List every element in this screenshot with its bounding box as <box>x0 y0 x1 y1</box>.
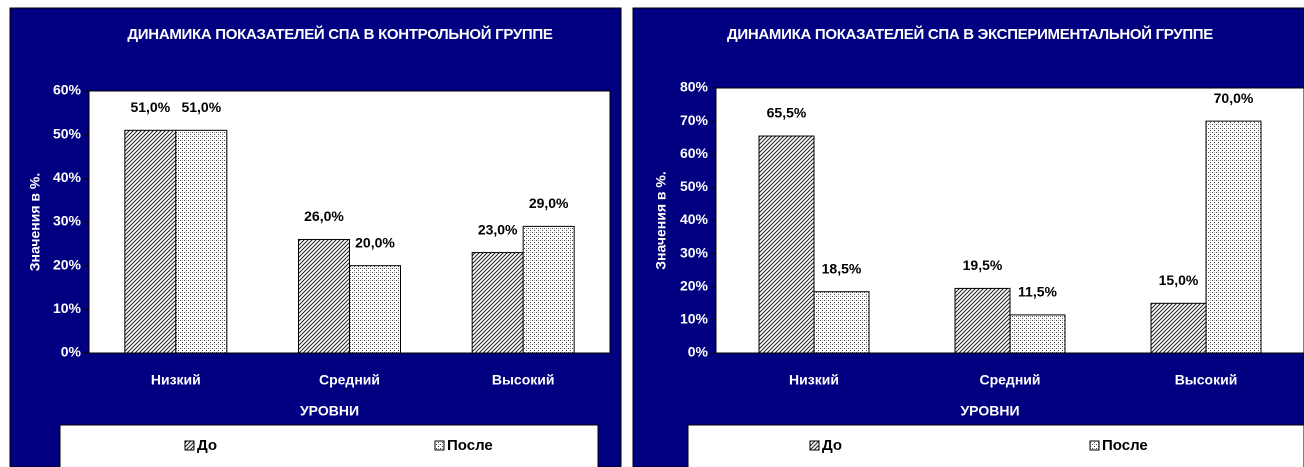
y-tick-label: 40% <box>680 211 709 227</box>
y-tick-label: 20% <box>680 277 709 293</box>
x-axis-title: УРОВНИ <box>300 403 359 419</box>
bar <box>758 135 815 354</box>
legend-label: До <box>822 437 842 454</box>
data-label: 26,0% <box>304 208 344 224</box>
bar <box>175 129 228 354</box>
data-label: 65,5% <box>767 105 807 121</box>
legend-label: До <box>197 437 217 454</box>
data-label: 29,0% <box>529 195 569 211</box>
legend <box>687 424 1304 467</box>
y-tick-label: 60% <box>680 145 709 161</box>
data-label: 51,0% <box>181 99 221 115</box>
x-tick-label: Высокий <box>492 372 555 388</box>
data-label: 20,0% <box>355 234 395 250</box>
y-tick-label: 10% <box>680 311 709 327</box>
bar <box>471 252 524 354</box>
data-label: 70,0% <box>1214 90 1254 106</box>
y-tick-label: 80% <box>680 79 709 95</box>
legend-label: После <box>447 437 493 454</box>
y-tick-label: 40% <box>53 169 82 185</box>
x-axis-title: УРОВНИ <box>960 403 1019 419</box>
y-tick-label: 10% <box>53 300 82 316</box>
y-tick-label: 50% <box>680 178 709 194</box>
data-label: 23,0% <box>478 221 518 237</box>
x-tick-label: Высокий <box>1175 372 1238 388</box>
bar <box>349 265 401 354</box>
x-tick-label: Низкий <box>151 372 201 388</box>
x-tick-label: Средний <box>979 372 1040 388</box>
x-tick-label: Низкий <box>789 372 839 388</box>
bar <box>1205 120 1262 354</box>
legend-label: После <box>1102 437 1148 454</box>
y-tick-label: 0% <box>688 344 709 360</box>
bar <box>1009 314 1066 354</box>
bar <box>1150 302 1207 354</box>
y-tick-label: 0% <box>61 344 82 360</box>
y-axis-title: Значения в %. <box>27 173 43 272</box>
data-label: 19,5% <box>963 257 1003 273</box>
y-axis-title: Значения в %. <box>653 171 669 270</box>
y-tick-label: 60% <box>53 82 82 98</box>
legend-swatch <box>184 440 195 451</box>
y-tick-label: 30% <box>680 244 709 260</box>
legend-swatch <box>1089 440 1100 451</box>
bar <box>522 225 575 354</box>
bar <box>298 238 350 354</box>
chart-title: ДИНАМИКА ПОКАЗАТЕЛЕЙ СПА В КОНТРОЛЬНОЙ Г… <box>127 26 553 43</box>
data-label: 11,5% <box>1018 284 1057 300</box>
chart-title: ДИНАМИКА ПОКАЗАТЕЛЕЙ СПА В ЭКСПЕРИМЕНТАЛ… <box>726 26 1213 43</box>
legend-swatch <box>809 440 820 451</box>
data-label: 51,0% <box>130 99 170 115</box>
bar <box>813 291 870 354</box>
x-tick-label: Средний <box>319 372 380 388</box>
y-tick-label: 50% <box>53 125 82 141</box>
bar <box>124 129 177 354</box>
bar <box>954 287 1011 354</box>
legend <box>59 424 599 467</box>
legend-swatch <box>434 440 445 451</box>
y-tick-label: 20% <box>53 256 82 272</box>
y-tick-label: 30% <box>53 213 82 229</box>
data-label: 15,0% <box>1159 272 1199 288</box>
data-label: 18,5% <box>822 260 862 276</box>
y-tick-label: 70% <box>680 112 709 128</box>
